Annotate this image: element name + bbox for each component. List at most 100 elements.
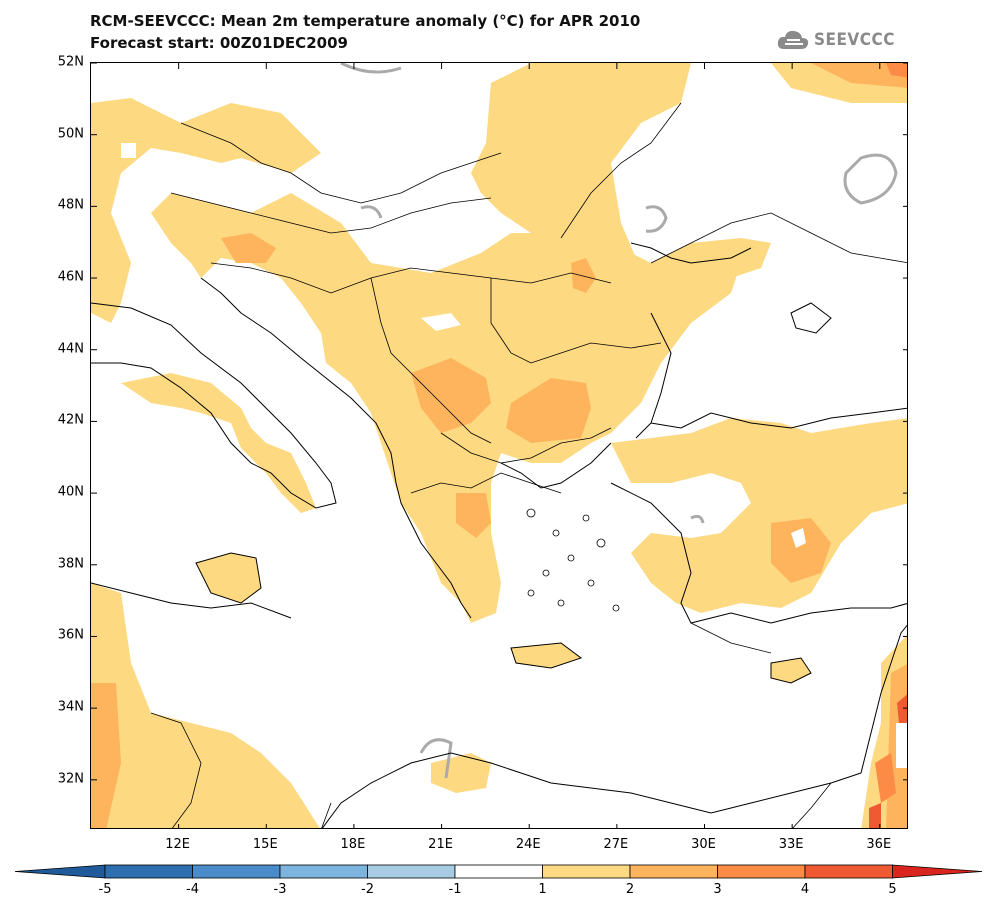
- island: [542, 569, 550, 577]
- country-borders: [150, 102, 907, 828]
- anomaly-area: [471, 63, 691, 293]
- colorbar-label: -3: [274, 882, 287, 897]
- anomaly-area: [431, 753, 491, 793]
- colorbar-segment: [629, 864, 718, 879]
- anomaly-3-5-areas: [869, 63, 907, 828]
- anomaly-area: [571, 258, 596, 293]
- border: [560, 102, 682, 239]
- colorbar-segment: [717, 864, 806, 879]
- anomaly-area: [121, 373, 316, 513]
- colorbar-label: -4: [186, 882, 199, 897]
- anomaly-area: [771, 518, 831, 583]
- colorbar-label: 1: [538, 882, 546, 897]
- anomaly-area: [196, 553, 261, 603]
- coastline: [200, 277, 472, 619]
- anomaly-2-3-areas: [91, 63, 907, 828]
- colorbar-svg: -5 -4 -3 -2 -1 1 2 3 4 5: [14, 864, 983, 897]
- island: [526, 508, 536, 518]
- lat-tick-label: 48N: [57, 197, 84, 213]
- island: [527, 589, 535, 597]
- anomaly-area: [411, 358, 491, 433]
- colorbar-arrow-high: [892, 864, 983, 879]
- lon-tick-label: 27E: [603, 837, 629, 852]
- border: [321, 802, 332, 828]
- border: [410, 472, 562, 494]
- forecast-start-label: Forecast start: 00Z01DEC2009: [90, 34, 348, 52]
- colorbar-segment: [804, 864, 893, 879]
- coastline: [195, 552, 262, 604]
- lat-tick-label: 36N: [57, 627, 84, 643]
- border: [180, 122, 502, 204]
- colorbar-segment: [454, 864, 543, 879]
- anomaly-area: [511, 643, 581, 668]
- anomaly-area: [897, 694, 907, 723]
- colorbar-segment: [279, 864, 368, 879]
- colorbar-arrow-low: [14, 864, 106, 879]
- lon-tick-label: 21E: [428, 837, 453, 852]
- lon-tick-label: 15E: [252, 837, 278, 852]
- anomaly-area: [611, 418, 907, 613]
- lon-tick-label: 12E: [165, 837, 191, 852]
- island: [596, 538, 606, 548]
- island: [582, 514, 590, 522]
- lon-tick-label: 33E: [778, 837, 804, 852]
- border: [440, 427, 612, 464]
- border: [690, 622, 772, 654]
- anomaly-area: [886, 63, 907, 78]
- coastline: [510, 642, 583, 669]
- colorbar-label: 3: [713, 882, 721, 897]
- coastline: [635, 312, 672, 439]
- border: [170, 192, 492, 234]
- lon-tick-label: 18E: [340, 837, 366, 852]
- colorbar-segment: [367, 864, 456, 879]
- colorbar-label: -1: [449, 882, 462, 897]
- border: [370, 277, 492, 444]
- seevccc-logo: SEEVCCC: [776, 26, 895, 54]
- border: [792, 782, 832, 828]
- colorbar-label: 4: [801, 882, 809, 897]
- logo-text: SEEVCCC: [814, 30, 895, 50]
- coastline: [91, 302, 337, 509]
- colorbar-segment: [192, 864, 281, 879]
- lat-tick-label: 32N: [57, 771, 84, 787]
- lat-tick-label: 34N: [57, 699, 84, 715]
- colorbar-segment: [542, 864, 631, 879]
- lat-tick-label: 42N: [57, 412, 84, 428]
- coastline: [860, 624, 907, 774]
- axis-ticks: [91, 63, 907, 828]
- contour-line: [645, 205, 668, 233]
- anomaly-area: [91, 583, 320, 828]
- anomaly-1-2-areas: [91, 63, 907, 828]
- island: [557, 599, 565, 607]
- colorbar-label: -2: [361, 882, 374, 897]
- coastline: [770, 657, 812, 684]
- anomaly-area: [506, 378, 591, 443]
- border: [150, 712, 202, 828]
- coastline: [500, 442, 612, 489]
- map-plot-area: [90, 62, 908, 829]
- anomaly-area: [421, 313, 461, 331]
- anomaly-area: [221, 233, 276, 263]
- colorbar-label: 2: [626, 882, 634, 897]
- lat-tick-label: 52N: [57, 54, 84, 70]
- coastline: [790, 302, 832, 334]
- contour-line: [419, 738, 453, 779]
- colorbar-segment: [104, 864, 193, 879]
- border: [650, 212, 907, 264]
- aegean-islands: [526, 508, 620, 612]
- border: [490, 278, 662, 364]
- anomaly-area: [91, 98, 321, 323]
- contour-line: [843, 153, 898, 205]
- cloud-logo-icon: [777, 30, 809, 49]
- coastline: [91, 582, 292, 619]
- anomaly-area: [869, 803, 881, 828]
- contour-line: [690, 514, 705, 524]
- anomaly-holes: [121, 143, 907, 768]
- grey-contours: [340, 63, 898, 779]
- anomaly-area: [456, 493, 491, 538]
- island: [587, 579, 595, 587]
- anomaly-map: [91, 63, 907, 828]
- island: [612, 604, 620, 612]
- coastline: [610, 482, 907, 624]
- coastline: [321, 752, 862, 828]
